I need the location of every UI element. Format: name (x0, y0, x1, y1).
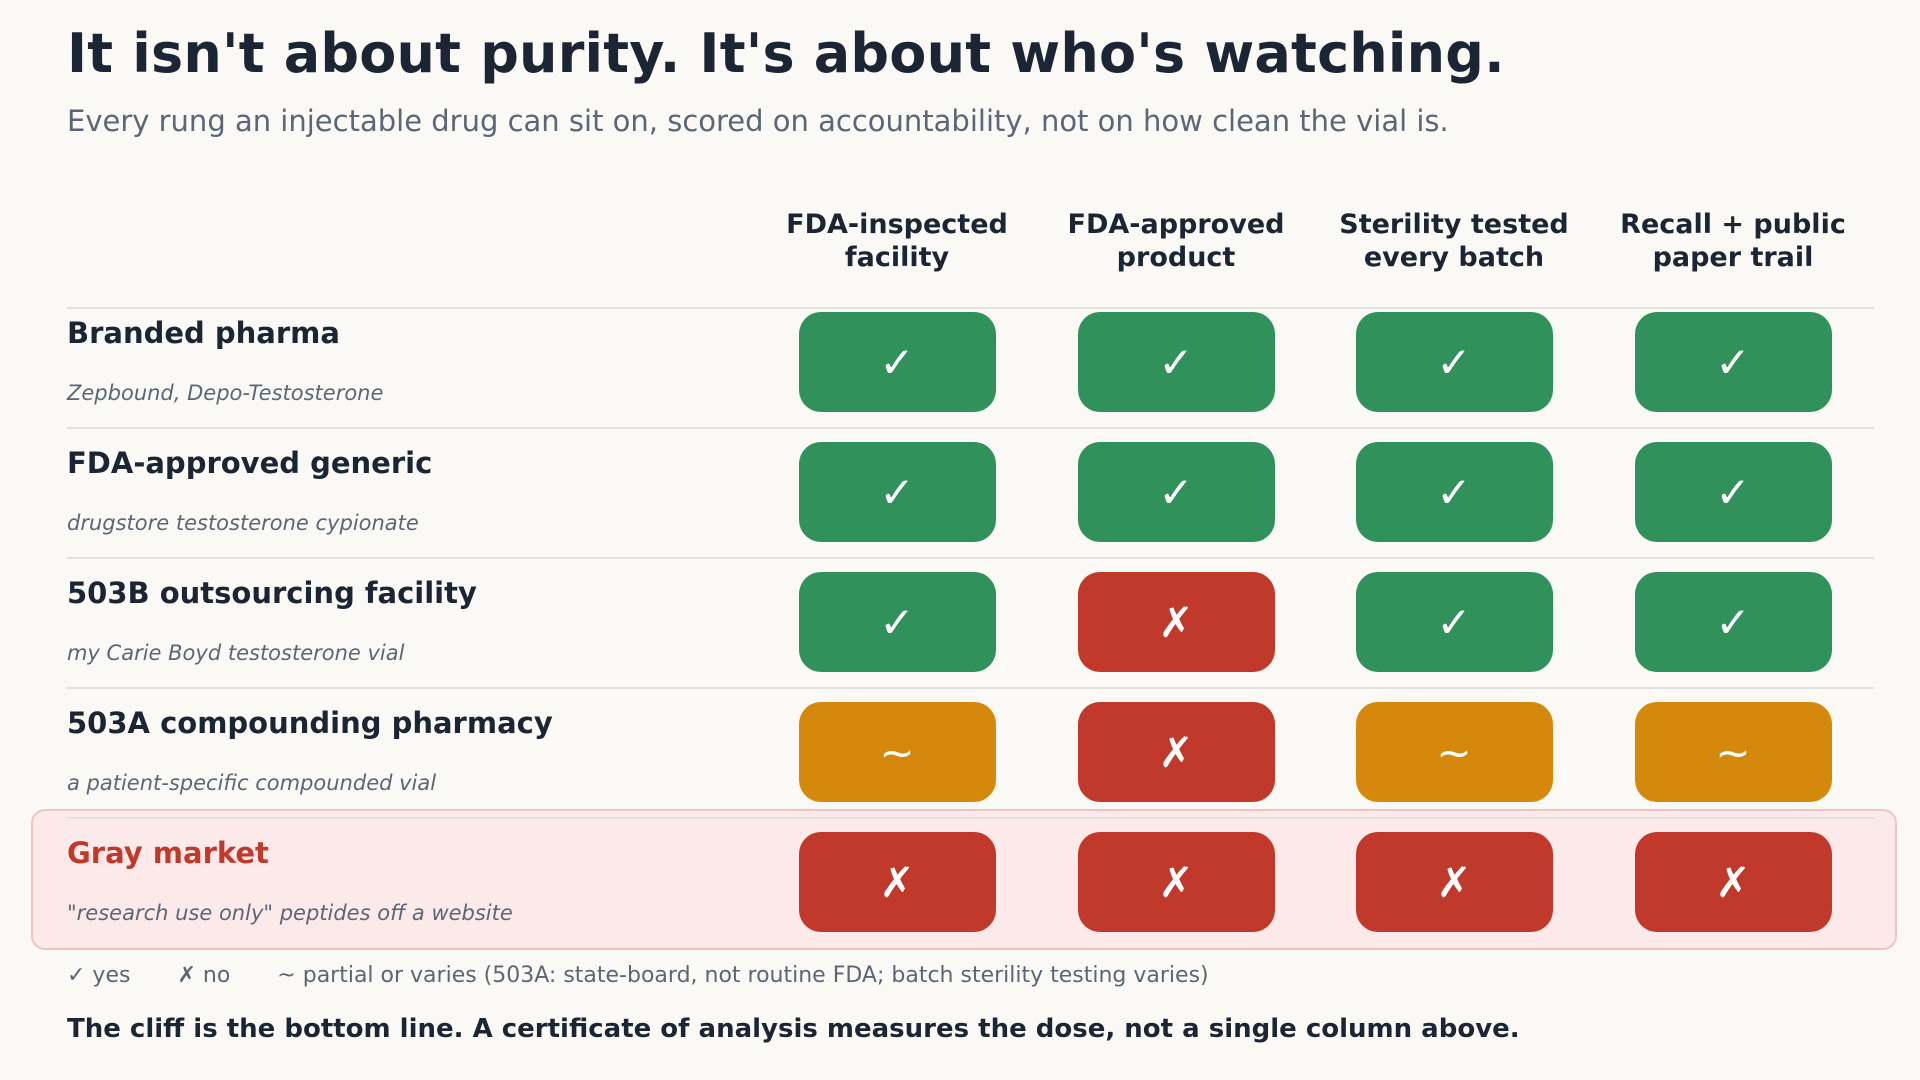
header-divider (67, 307, 1874, 309)
cell-yes-icon: ✓ (1355, 312, 1553, 412)
cell-yes-icon: ✓ (1355, 572, 1553, 672)
row-label: Gray market (67, 836, 269, 870)
cell-no-icon: ✗ (798, 832, 996, 932)
cell-no-icon: ✗ (1634, 832, 1832, 932)
column-header-3: Sterility tested every batch (1339, 209, 1569, 273)
legend: ✓ yes ✗ no ~ partial or varies (503A: st… (67, 963, 1249, 988)
cell-yes-icon: ✓ (1077, 312, 1275, 412)
cell-yes-icon: ✓ (1077, 442, 1275, 542)
cell-partial-icon: ~ (1634, 702, 1832, 802)
row-divider (67, 687, 1874, 689)
cell-yes-icon: ✓ (798, 572, 996, 672)
row-example: Zepbound, Depo-Testosterone (67, 381, 384, 405)
page-title: It isn't about purity. It's about who's … (67, 22, 1505, 85)
row-example: a patient-specific compounded vial (67, 771, 437, 795)
row-example: "research use only" peptides off a websi… (67, 901, 513, 925)
column-header-2: FDA-approved product (1067, 209, 1285, 273)
footer-note: The cliff is the bottom line. A certific… (67, 1014, 1520, 1044)
cell-partial-icon: ~ (1355, 702, 1553, 802)
row-divider (67, 557, 1874, 559)
row-example: drugstore testosterone cypionate (67, 511, 419, 535)
row-label: 503B outsourcing facility (67, 576, 477, 610)
cell-no-icon: ✗ (1077, 832, 1275, 932)
row-label: Branded pharma (67, 316, 340, 350)
cell-partial-icon: ~ (798, 702, 996, 802)
row-label: FDA-approved generic (67, 446, 433, 480)
cell-no-icon: ✗ (1077, 702, 1275, 802)
cell-yes-icon: ✓ (798, 312, 996, 412)
legend-yes: ✓ yes (67, 963, 131, 988)
cell-yes-icon: ✓ (1634, 312, 1832, 412)
cell-yes-icon: ✓ (1355, 442, 1553, 542)
cell-no-icon: ✗ (1355, 832, 1553, 932)
row-divider (67, 817, 1874, 819)
legend-partial: ~ partial or varies (503A: state-board, … (277, 963, 1209, 988)
row-divider (67, 427, 1874, 429)
cell-yes-icon: ✓ (1634, 442, 1832, 542)
legend-no: ✗ no (177, 963, 231, 988)
cell-yes-icon: ✓ (798, 442, 996, 542)
cell-no-icon: ✗ (1077, 572, 1275, 672)
row-label: 503A compounding pharmacy (67, 706, 553, 740)
cell-yes-icon: ✓ (1634, 572, 1832, 672)
column-header-4: Recall + public paper trail (1620, 209, 1846, 273)
page-subtitle: Every rung an injectable drug can sit on… (67, 104, 1449, 138)
row-example: my Carie Boyd testosterone vial (67, 641, 405, 665)
column-header-1: FDA-inspected facility (786, 209, 1008, 273)
